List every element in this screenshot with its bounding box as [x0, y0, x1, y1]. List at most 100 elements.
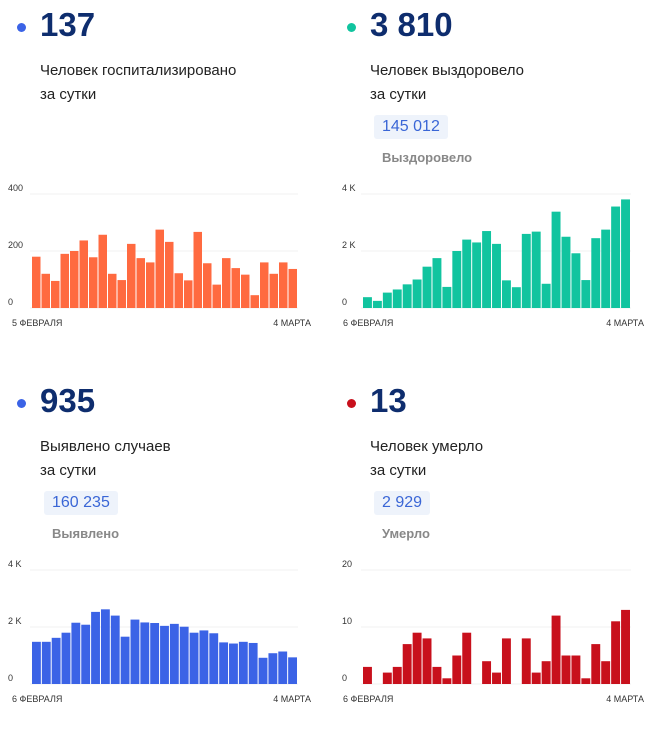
- bar: [442, 678, 452, 684]
- label-line2: за сутки: [370, 462, 427, 479]
- bar: [472, 242, 482, 308]
- x-start-label: 6 ФЕВРАЛЯ: [343, 694, 393, 704]
- bar: [70, 251, 79, 308]
- bar: [392, 289, 402, 308]
- bar: [60, 253, 69, 308]
- x-start-label: 6 ФЕВРАЛЯ: [343, 318, 393, 328]
- daily-count: 137: [40, 6, 96, 43]
- total-label: Выздоровело: [382, 150, 473, 165]
- legend-dot-icon: [17, 23, 26, 32]
- bar: [193, 231, 202, 308]
- bar: [402, 284, 412, 308]
- bar: [382, 672, 392, 684]
- daily-count: 13: [370, 382, 407, 419]
- total-badge: 160 235: [44, 491, 118, 515]
- bar: [611, 621, 621, 684]
- label-line1: Человек госпитализировано: [40, 62, 237, 79]
- bar: [591, 238, 601, 308]
- bar: [219, 642, 229, 684]
- y-tick-label: 2 K: [8, 616, 22, 626]
- bar: [363, 297, 372, 308]
- total-label: Выявлено: [52, 526, 120, 541]
- bar: [229, 643, 238, 684]
- bar: [591, 644, 601, 684]
- bar: [209, 633, 219, 684]
- legend-dot-icon: [347, 399, 356, 408]
- bar: [189, 632, 199, 684]
- bar: [140, 622, 150, 684]
- deaths-bar-chart: 0 10 20 6 ФЕВРАЛЯ 4 МАРТА: [342, 559, 644, 704]
- bar: [100, 609, 110, 684]
- x-start-label: 5 ФЕВРАЛЯ: [12, 318, 62, 328]
- bar: [492, 672, 501, 684]
- bar: [231, 268, 240, 308]
- bar: [146, 262, 155, 308]
- bar: [531, 231, 541, 308]
- bar: [382, 292, 392, 308]
- bar: [571, 655, 581, 684]
- bar: [269, 273, 278, 308]
- bar: [551, 615, 561, 684]
- y-tick-label: 2 K: [342, 240, 356, 250]
- total-badge: 2 929: [374, 491, 431, 515]
- bar: [571, 253, 581, 308]
- bar: [611, 206, 621, 308]
- recovered-bar-chart: 0 2 K 4 K 6 ФЕВРАЛЯ 4 МАРТА: [342, 183, 644, 328]
- bar: [41, 641, 51, 684]
- y-tick-label: 0: [342, 297, 347, 307]
- daily-count: 935: [40, 382, 96, 419]
- bar: [501, 280, 511, 308]
- bar: [32, 641, 41, 684]
- bar: [452, 251, 462, 308]
- bar: [258, 657, 268, 684]
- bar: [120, 636, 130, 684]
- bar: [372, 300, 382, 308]
- y-tick-label: 200: [8, 240, 23, 250]
- bar: [174, 273, 183, 308]
- bar: [260, 262, 269, 308]
- x-end-label: 4 МАРТА: [606, 694, 644, 704]
- y-tick-label: 400: [8, 183, 23, 193]
- bar: [199, 630, 209, 684]
- label-line2: за сутки: [40, 86, 97, 103]
- detected-panel: 935 Выявлено случаев за сутки 160 235 Выявл…: [0, 376, 328, 741]
- bar: [482, 661, 492, 684]
- bar: [601, 661, 611, 684]
- bar: [238, 641, 248, 684]
- bar: [621, 609, 630, 684]
- bar: [51, 280, 60, 308]
- bar: [511, 287, 521, 308]
- hospitalized-panel: 137 Человек госпитализировано за сутки 0 20…: [0, 0, 328, 365]
- bar: [241, 274, 250, 308]
- total-label: Умерло: [382, 526, 430, 541]
- x-end-label: 4 МАРТА: [273, 318, 311, 328]
- x-end-label: 4 МАРТА: [606, 318, 644, 328]
- bar: [521, 233, 531, 308]
- bar: [601, 229, 611, 308]
- y-tick-label: 0: [342, 673, 347, 683]
- bar: [248, 642, 258, 684]
- bar: [184, 280, 193, 308]
- bar: [250, 295, 259, 308]
- label-line1: Человек выздоровело: [370, 62, 524, 79]
- bar: [501, 638, 511, 684]
- bar: [279, 262, 288, 308]
- bar: [98, 234, 107, 308]
- daily-label: Выявлено случаев за сутки: [40, 435, 300, 483]
- bar: [561, 655, 571, 684]
- label-line2: за сутки: [370, 86, 427, 103]
- bar: [130, 619, 140, 684]
- legend-dot-icon: [17, 399, 26, 408]
- bar: [203, 263, 212, 308]
- y-tick-label: 0: [8, 297, 13, 307]
- bar: [581, 280, 591, 308]
- bar: [155, 229, 164, 308]
- bar: [521, 638, 531, 684]
- bar: [32, 256, 41, 308]
- daily-label: Человек умерло за сутки: [370, 435, 630, 483]
- bar: [492, 243, 501, 308]
- bar: [288, 657, 297, 684]
- bar: [89, 257, 98, 308]
- bar: [212, 284, 221, 308]
- bar: [541, 283, 551, 308]
